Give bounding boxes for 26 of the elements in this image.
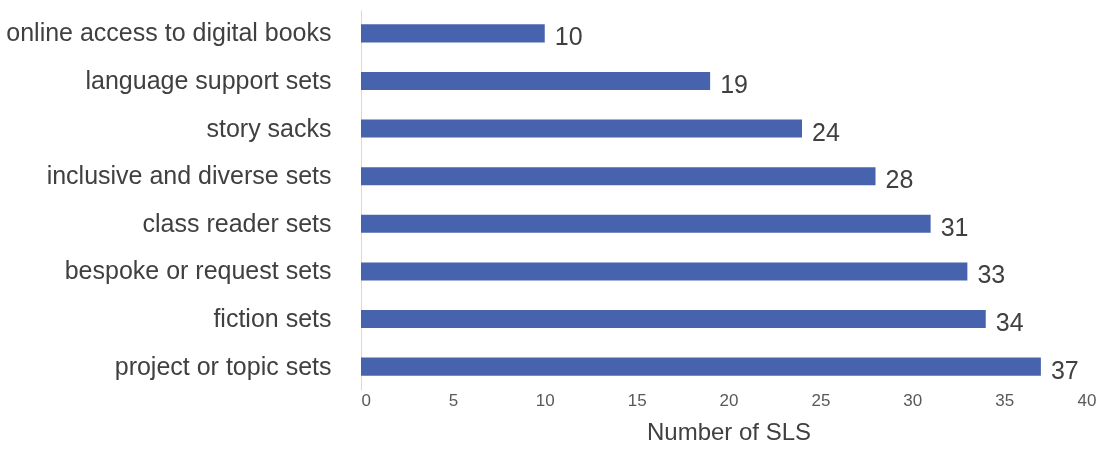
data-label: 28	[885, 165, 914, 194]
x-tick-label: 20	[719, 390, 739, 410]
data-label: 37	[1050, 355, 1079, 384]
x-tick-label: 5	[448, 390, 459, 410]
y-tick-label: language support sets	[85, 65, 332, 94]
data-label: 34	[995, 308, 1024, 337]
x-tick-label: 30	[903, 390, 923, 410]
data-label: 31	[940, 212, 969, 241]
x-tick-label: 25	[811, 390, 831, 410]
x-axis-title: Number of SLS	[646, 417, 812, 445]
y-tick-label: fiction sets	[213, 304, 332, 333]
data-label: 19	[720, 69, 748, 98]
y-tick-label: class reader sets	[142, 208, 332, 237]
data-label: 33	[977, 260, 1006, 289]
data-label: 10	[554, 22, 583, 51]
x-tick-label: 0	[361, 390, 371, 410]
x-tick-label: 40	[1077, 390, 1097, 410]
x-tick-label: 35	[995, 390, 1015, 410]
x-tick-label: 10	[535, 390, 555, 410]
y-tick-label: online access to digital books	[6, 18, 332, 47]
data-label: 24	[812, 117, 840, 146]
y-tick-label: story sacks	[206, 113, 332, 142]
y-tick-label: bespoke or request sets	[64, 256, 332, 285]
y-tick-label: inclusive and diverse sets	[46, 161, 332, 190]
y-tick-label: project or topic sets	[114, 351, 332, 380]
x-tick-label: 15	[627, 390, 647, 410]
